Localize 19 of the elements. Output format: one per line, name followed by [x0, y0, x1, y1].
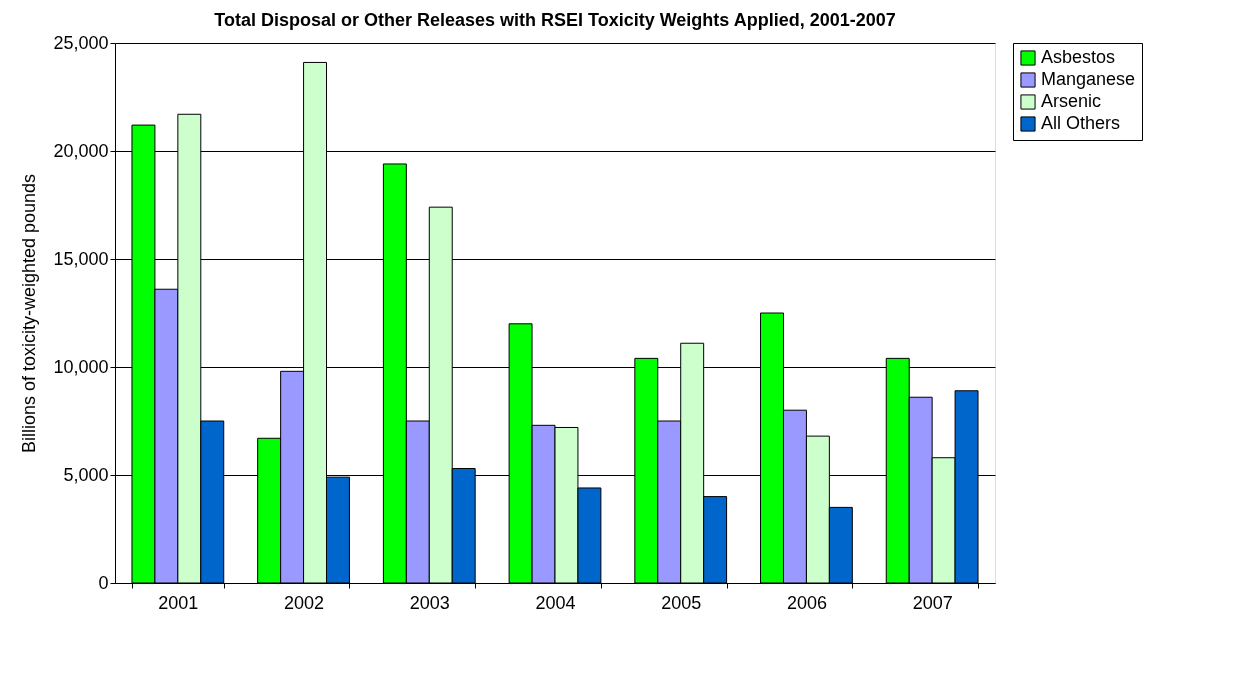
legend-label: All Others [1041, 113, 1121, 133]
y-tick-label: 10,000 [53, 356, 109, 377]
y-tick-label: 25,000 [53, 32, 109, 53]
x-tick-label: 2007 [912, 592, 953, 613]
y-tick-label: 0 [98, 572, 109, 593]
x-tick-label: 2006 [786, 592, 827, 613]
y-tick-label: 15,000 [53, 248, 109, 269]
x-tick-label: 2003 [409, 592, 450, 613]
x-tick-label: 2005 [661, 592, 702, 613]
legend-label: Manganese [1041, 69, 1136, 89]
x-tick-label: 2002 [284, 592, 325, 613]
legend-label: Asbestos [1041, 47, 1116, 67]
y-tick-label: 5,000 [63, 464, 109, 485]
y-tick-label: 20,000 [53, 140, 109, 161]
x-tick-label: 2004 [535, 592, 576, 613]
y-axis-title: Billions of toxicity-weighted pounds [19, 173, 40, 454]
legend-label: Arsenic [1041, 91, 1102, 111]
chart-title: Total Disposal or Other Releases with RSEI Toxicity Weights Applied, 2001-2007 [214, 10, 896, 30]
x-tick-label: 2001 [158, 592, 199, 613]
